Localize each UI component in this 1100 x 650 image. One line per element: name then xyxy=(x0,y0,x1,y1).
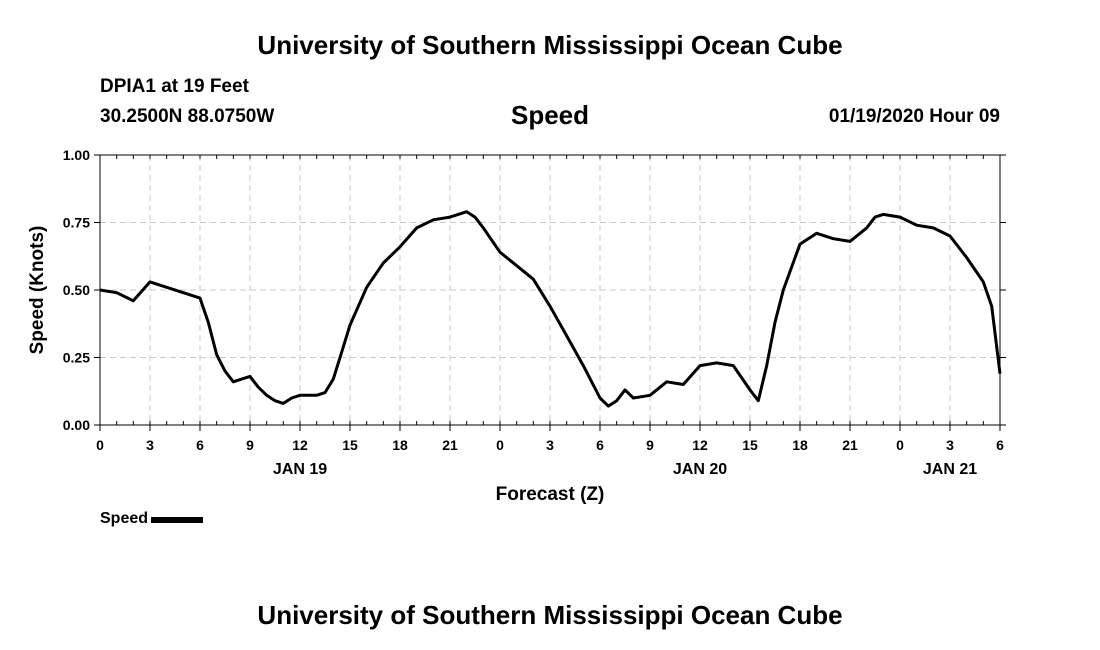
x-tick-label: 15 xyxy=(742,437,758,453)
x-tick-label: 18 xyxy=(792,437,808,453)
x-tick-label: 3 xyxy=(946,437,954,453)
bottom-title: University of Southern Mississippi Ocean… xyxy=(257,600,843,630)
x-tick-label: 12 xyxy=(692,437,708,453)
x-axis-label: Forecast (Z) xyxy=(496,484,605,505)
date-label: JAN 21 xyxy=(923,461,977,478)
legend: Speed xyxy=(100,510,204,528)
datetime-label: 01/19/2020 Hour 09 xyxy=(828,106,1000,127)
x-tick-label: 9 xyxy=(646,437,654,453)
x-tick-label: 3 xyxy=(546,437,554,453)
y-tick-label: 0.75 xyxy=(63,215,90,231)
y-tick-label: 0.25 xyxy=(63,350,90,366)
x-tick-label: 0 xyxy=(96,437,104,453)
x-tick-label: 21 xyxy=(442,437,458,453)
station-label: DPIA1 at 19 Feet xyxy=(100,76,249,97)
y-axis-label: Speed (Knots) xyxy=(27,226,48,355)
chart-title: Speed xyxy=(510,100,590,130)
x-tick-label: 21 xyxy=(842,437,858,453)
x-tick-label: 0 xyxy=(896,437,904,453)
date-label: JAN 20 xyxy=(673,461,727,478)
legend-swatch xyxy=(151,517,204,523)
y-tick-label: 1.00 xyxy=(63,147,90,163)
x-tick-label: 6 xyxy=(996,437,1004,453)
x-tick-label: 9 xyxy=(246,437,254,453)
series-line-speed xyxy=(99,210,1002,408)
x-tick-label: 6 xyxy=(196,437,204,453)
x-tick-label: 3 xyxy=(146,437,154,453)
coordinates-label: 30.2500N 88.0750W xyxy=(100,106,275,127)
y-tick-label: 0.50 xyxy=(63,282,90,298)
x-tick-label: 0 xyxy=(496,437,504,453)
top-title: University of Southern Mississippi Ocean… xyxy=(257,30,843,60)
x-tick-label: 12 xyxy=(292,437,308,453)
y-tick-label: 0.00 xyxy=(63,417,90,433)
x-tick-label: 18 xyxy=(392,437,408,453)
x-tick-label: 15 xyxy=(342,437,358,453)
x-tick-label: 6 xyxy=(596,437,604,453)
date-label: JAN 19 xyxy=(273,461,327,478)
legend-label: Speed xyxy=(100,510,149,527)
